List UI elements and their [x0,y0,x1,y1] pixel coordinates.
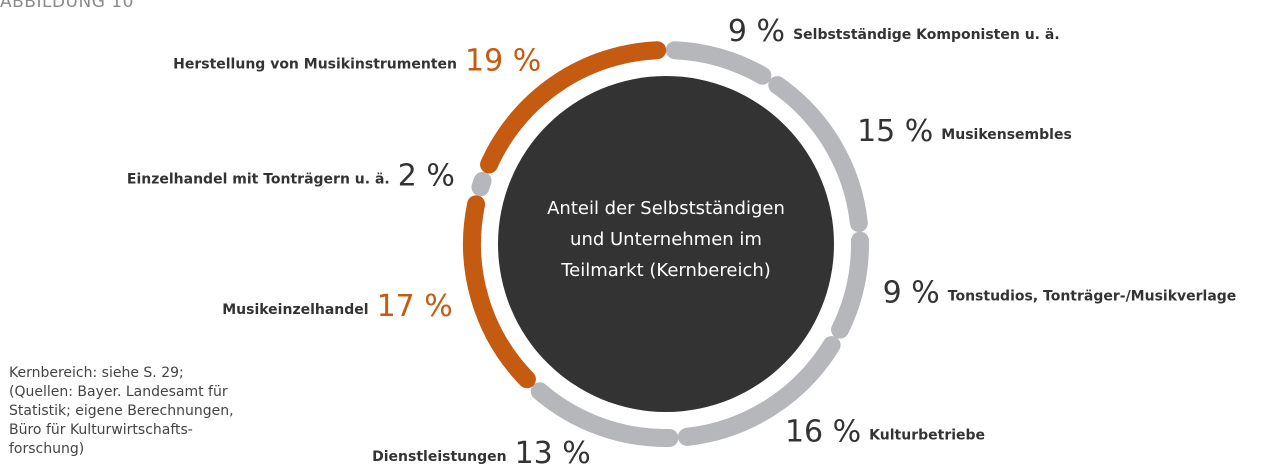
source-note: Kernbereich: siehe S. 29; (Quellen: Baye… [9,364,234,459]
category-label: Tonstudios, Tonträger-/Musikverlage [948,288,1237,304]
center-line: und Unternehmen im [570,229,762,250]
ring-segment [471,171,492,197]
note-line: (Quellen: Bayer. Landesamt für [9,384,228,400]
category-label: Musikeinzelhandel [222,302,368,318]
note-line: Statistik; eigene Berechnungen, [9,403,234,419]
value-label: 19 % [465,43,541,78]
value-label: 9 % [883,275,940,310]
value-label: 15 % [857,114,933,149]
note-line: forschung) [9,441,85,457]
value-label: 16 % [785,414,861,449]
ring-segment [768,76,868,233]
value-label: 13 % [515,436,591,471]
center-line: Anteil der Selbstständigen [547,198,785,219]
center-line: Teilmarkt (Kernbereich) [561,260,771,281]
category-label: Musikensembles [941,127,1072,143]
note-line: Kernbereich: siehe S. 29; [9,365,184,381]
ring-segment [665,41,772,85]
ring-segment [480,41,667,174]
value-label: 9 % [728,14,785,49]
category-label: Kulturbetriebe [869,427,985,443]
value-label: 17 % [377,289,453,324]
category-label: Selbstständige Komponisten u. ä. [793,27,1060,43]
note-line: Büro für Kulturwirtschafts- [9,422,193,438]
ring-segment [831,231,869,339]
ring-segment [530,382,679,447]
category-label: Dienstleistungen [372,449,506,465]
figure-title: ABBILDUNG 10 [0,0,134,12]
ring-segment [463,195,536,389]
ring-segment [677,336,841,446]
value-label: 2 % [398,158,455,193]
center-disc [498,76,834,412]
category-label: Herstellung von Musikinstrumenten [173,56,457,72]
category-label: Einzelhandel mit Tonträgern u. ä. [127,171,390,187]
center-label: Anteil der Selbstständigen und Unternehm… [506,193,826,286]
